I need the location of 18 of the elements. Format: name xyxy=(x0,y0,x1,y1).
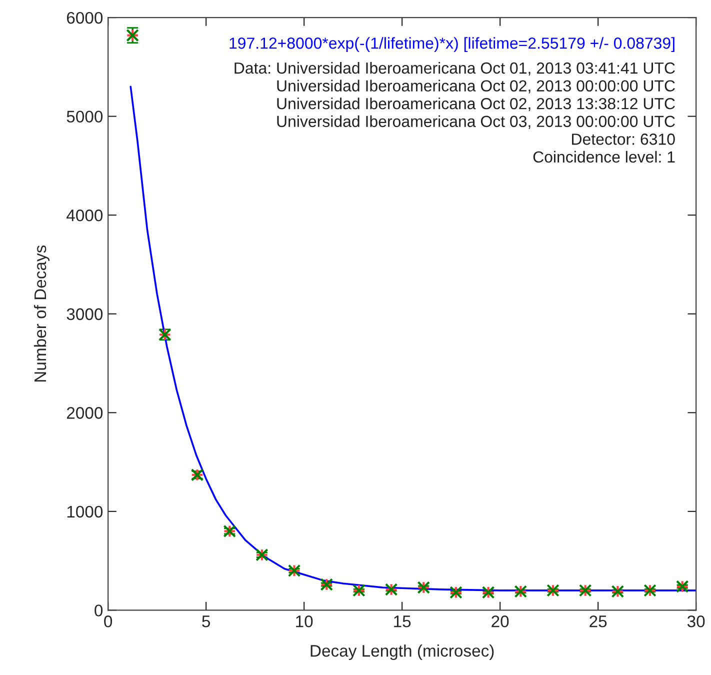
x-axis-title: Decay Length (microsec) xyxy=(310,644,494,660)
x-tick-label: 25 xyxy=(590,616,607,628)
y-tick-label: 5000 xyxy=(66,110,103,123)
x-tick-label: 0 xyxy=(104,616,112,628)
x-tick-label: 10 xyxy=(296,616,313,628)
y-axis-title: Number of Decays xyxy=(34,245,50,382)
y-tick-label: 1000 xyxy=(67,506,103,518)
y-tick-label: 0 xyxy=(94,604,103,616)
annotation: Data: Universidad Iberoamericana Oct 01, 2013 03:41:41 UTC Universidad Iberoamericana Oct 02, 2013 00:00:00 UTC Universidad Iberoamericana Oct 02, 2013 13:38:12 UTC Universidad Iberoamericana Oct 03, 2013 00:00:00 UTC Detector: 6310 Coincidence level: 1 xyxy=(234,62,675,163)
x-tick-label: 15 xyxy=(394,616,411,628)
x-tick-label: 20 xyxy=(492,616,509,628)
y-tick-label: 6000 xyxy=(66,12,103,24)
y-tick-label: 2000 xyxy=(66,407,103,419)
y-tick-label: 3000 xyxy=(66,308,103,320)
annotation: 197.12+8000*exp(-(1/lifetime)*x) [lifetime=2.55179 +/- 0.08739] xyxy=(230,37,674,52)
x-tick-label: 30 xyxy=(687,616,705,628)
y-tick-label: 4000 xyxy=(66,210,103,222)
x-tick-label: 5 xyxy=(202,616,210,628)
